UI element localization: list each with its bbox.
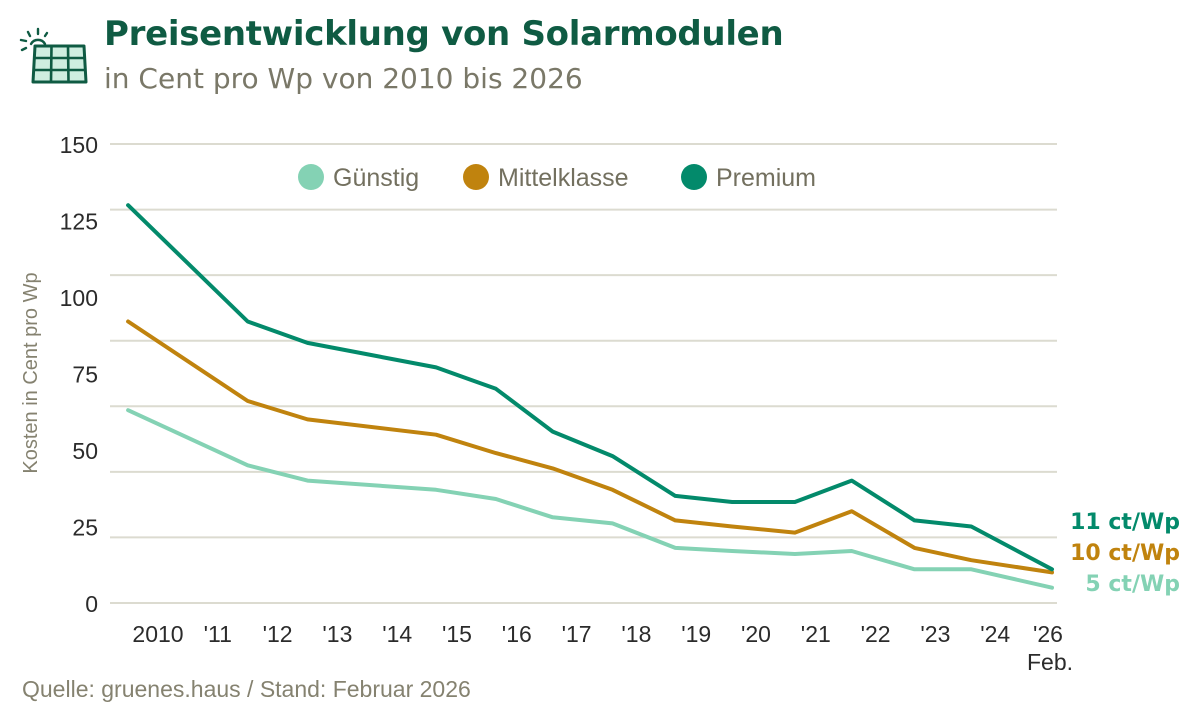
series-lines [126, 203, 1054, 590]
y-tick-label: 25 [72, 515, 98, 541]
y-tick-label: 0 [85, 591, 98, 617]
series-line-mittelklasse [126, 319, 1054, 575]
x-tick-label: '23 [920, 621, 950, 647]
legend-marker [681, 164, 707, 190]
x-tick-label: '16 [502, 621, 532, 647]
legend-label: Günstig [333, 164, 419, 192]
x-tick-label: '12 [263, 621, 293, 647]
x-tick-label: '15 [442, 621, 472, 647]
chart-title: Preisentwicklung von Solarmodulen [104, 14, 784, 54]
y-tick-label: 100 [60, 285, 98, 311]
solar-panel-icon [18, 24, 90, 84]
y-tick-label: 75 [72, 362, 98, 388]
series-line-premium [126, 203, 1054, 572]
x-tick-label: '18 [621, 621, 651, 647]
legend-marker [463, 164, 489, 190]
series-line-guenstig [126, 408, 1054, 590]
y-tick-label: 125 [60, 209, 98, 235]
x-tick-label: '17 [562, 621, 592, 647]
end-labels: 5 ct/Wp 10 ct/Wp 11 ct/Wp [1070, 510, 1180, 597]
y-axis-label: Kosten in Cent pro Wp [20, 272, 42, 473]
x-tick-label: '13 [322, 621, 352, 647]
x-tick-label: '22 [861, 621, 891, 647]
y-tick-label: 150 [60, 132, 98, 158]
end-value-label: 5 ct/Wp [1085, 572, 1180, 597]
legend-label: Premium [716, 164, 816, 192]
y-tick-label: 50 [72, 438, 98, 464]
end-value-label: 10 ct/Wp [1070, 541, 1180, 566]
x-tick-label: '20 [741, 621, 771, 647]
legend: Günstig Mittelklasse Premium [298, 164, 816, 192]
x-tick-label: '26 [1033, 621, 1063, 647]
source-note: Quelle: gruenes.haus / Stand: Februar 20… [22, 676, 471, 702]
legend-item: Premium [681, 164, 816, 192]
chart-subtitle: in Cent pro Wp von 2010 bis 2026 [104, 62, 583, 95]
legend-item: Günstig [298, 164, 419, 192]
legend-label: Mittelklasse [498, 164, 629, 192]
x-tick-sublabel: Feb. [1027, 649, 1073, 675]
x-tick-label: 2010 [132, 621, 183, 647]
gridlines [110, 143, 1057, 604]
y-axis-ticks: 0 25 50 75 100 125 150 [60, 132, 98, 617]
end-value-label: 11 ct/Wp [1070, 510, 1180, 535]
x-tick-label: '14 [382, 621, 412, 647]
x-tick-label: '24 [980, 621, 1010, 647]
legend-marker [298, 164, 324, 190]
x-tick-label: '21 [801, 621, 831, 647]
x-tick-label: '11 [204, 621, 232, 647]
legend-item: Mittelklasse [463, 164, 629, 192]
x-axis-ticks: 2010 '11 '12 '13 '14 '15 '16 '17 '18 '19 '20 '21 '22… [132, 621, 1073, 675]
x-tick-label: '19 [681, 621, 711, 647]
